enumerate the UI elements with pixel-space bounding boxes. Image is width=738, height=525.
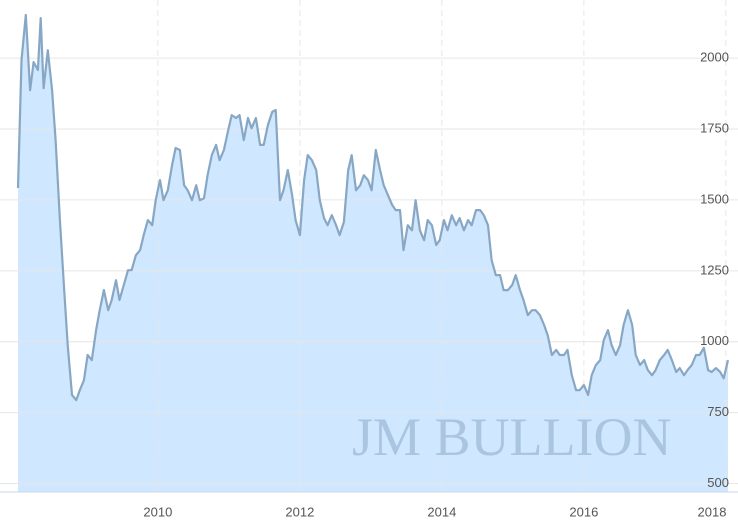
x-tick-label: 2016 (569, 504, 598, 519)
y-tick-label: 1750 (700, 120, 729, 135)
y-tick-label: 1000 (700, 333, 729, 348)
y-tick-label: 2000 (700, 50, 729, 65)
x-tick-label: 2018 (698, 504, 727, 519)
x-tick-label: 2012 (285, 504, 314, 519)
watermark: JM BULLION (352, 407, 672, 467)
y-tick-label: 1250 (700, 262, 729, 277)
x-tick-label: 2014 (427, 504, 456, 519)
area (18, 15, 728, 492)
y-tick-label: 500 (707, 475, 729, 490)
x-tick-label: 2010 (143, 504, 172, 519)
y-tick-label: 1500 (700, 191, 729, 206)
line (16, 13, 730, 402)
y-tick-label: 750 (707, 404, 729, 419)
